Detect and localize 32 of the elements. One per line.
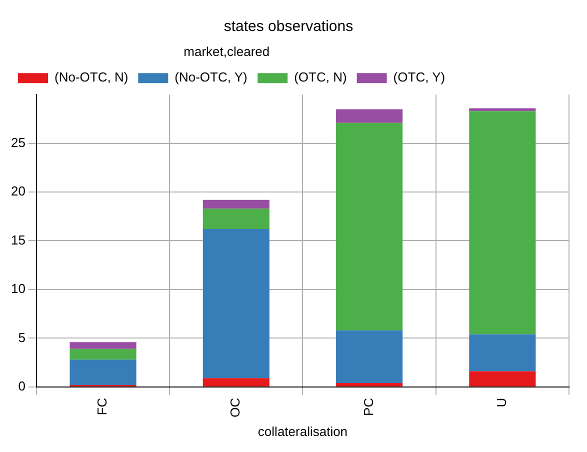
- bar: [202, 208, 270, 230]
- bar: [202, 200, 270, 209]
- x-tick-label: PC: [360, 398, 376, 416]
- bar: [202, 229, 270, 378]
- bar: [336, 330, 403, 384]
- legend-label: (No-OTC, N): [54, 70, 128, 85]
- legend-title: market,cleared: [184, 44, 270, 60]
- x-tick-label: U: [494, 398, 510, 408]
- bar: [469, 108, 536, 112]
- y-tick-label: 20: [10, 184, 26, 199]
- y-tick-label: 25: [10, 134, 26, 150]
- y-tick-label: 5: [18, 330, 26, 345]
- bar: [336, 383, 403, 386]
- bar: [469, 111, 536, 334]
- bar: [70, 360, 136, 385]
- bar: [202, 378, 270, 386]
- y-tick-label: 10: [10, 281, 26, 296]
- y-tick-label: 0: [18, 378, 26, 394]
- bar: [469, 371, 536, 386]
- y-tick-label: 15: [10, 232, 26, 248]
- legend-label: (OTC, N): [294, 70, 347, 85]
- x-tick-label: FC: [94, 398, 110, 416]
- bar: [70, 348, 136, 360]
- bar: [336, 109, 403, 123]
- x-axis-title: collateralisation: [258, 424, 348, 439]
- bar: [336, 122, 403, 330]
- legend-label: (OTC, Y): [393, 70, 446, 85]
- x-tick-label: OC: [228, 398, 243, 418]
- bar: [70, 342, 136, 349]
- chart-title: states observations: [224, 18, 354, 36]
- legend-label: (No-OTC, Y): [174, 70, 248, 85]
- bar: [469, 334, 536, 372]
